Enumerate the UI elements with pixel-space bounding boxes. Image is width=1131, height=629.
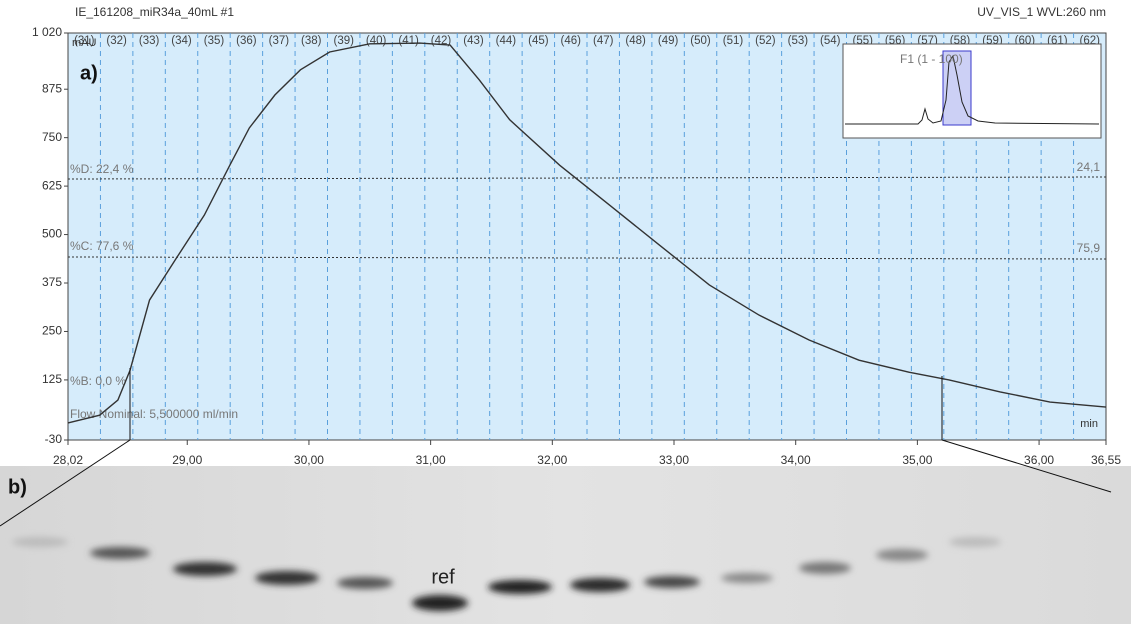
fraction-label: (53) (788, 35, 809, 47)
fraction-label: (51) (723, 35, 744, 47)
panel-label: b) (8, 476, 27, 498)
y-unit: mAU (72, 37, 97, 49)
inset: F1 (1 - 100) (843, 44, 1101, 138)
x-unit: min (1080, 418, 1098, 430)
inset-label: F1 (1 - 100) (900, 52, 963, 66)
fraction-label: (46) (561, 35, 582, 47)
x-tick-label: 30,00 (294, 453, 324, 467)
fraction-label: (49) (658, 35, 679, 47)
fraction-label: (36) (236, 35, 257, 47)
fraction-label: (35) (204, 35, 225, 47)
fraction-label: (47) (593, 35, 614, 47)
fraction-label: (54) (820, 35, 841, 47)
y-tick-label: 125 (42, 372, 62, 386)
fraction-label: (32) (106, 35, 127, 47)
header-title: IE_161208_miR34a_40mL #1 (75, 5, 234, 19)
x-tick-label: 36,00 (1024, 453, 1054, 467)
fraction-label: (50) (690, 35, 711, 47)
fraction-label: (37) (269, 35, 290, 47)
x-tick-label: 34,00 (781, 453, 811, 467)
fraction-label: (33) (139, 35, 160, 47)
x-tick-label: 36,55 (1091, 453, 1121, 467)
fraction-label: (39) (333, 35, 354, 47)
annotation: %D: 22,4 % (70, 162, 134, 176)
y-tick-label: 875 (42, 81, 62, 95)
fraction-label: (40) (366, 35, 387, 47)
y-tick-label: -30 (45, 432, 63, 446)
fraction-label: (45) (528, 35, 549, 47)
panel-label: a) (80, 62, 98, 84)
x-tick-label: 33,00 (659, 453, 689, 467)
fraction-label: (44) (496, 35, 517, 47)
y-tick-label: 625 (42, 178, 62, 192)
gel-ref-label: ref (431, 566, 455, 588)
fraction-label: (41) (398, 35, 419, 47)
fraction-label: (38) (301, 35, 322, 47)
x-tick-label: 29,00 (172, 453, 202, 467)
y-tick-label: 1 020 (32, 25, 62, 39)
annotation: Flow Nominal: 5,500000 ml/min (70, 407, 238, 421)
fraction-label: (43) (463, 35, 484, 47)
annotation: 75,9 (1077, 241, 1101, 255)
fraction-label: (52) (755, 35, 776, 47)
fraction-label: (34) (171, 35, 192, 47)
fraction-label: (48) (625, 35, 646, 47)
x-tick-label: 35,00 (902, 453, 932, 467)
y-tick-label: 500 (42, 227, 62, 241)
detector-label: UV_VIS_1 WVL:260 nm (977, 5, 1106, 19)
x-tick-label: 32,00 (537, 453, 567, 467)
x-tick-label: 31,00 (416, 453, 446, 467)
y-tick-label: 375 (42, 275, 62, 289)
y-tick-label: 250 (42, 324, 62, 338)
annotation: 24,1 (1077, 160, 1101, 174)
annotation: %B: 0,0 % (70, 374, 126, 388)
x-tick-label: 28,02 (53, 453, 83, 467)
y-tick-label: 750 (42, 130, 62, 144)
annotation: %C: 77,6 % (70, 239, 134, 253)
figure: IE_161208_miR34a_40mL #1 UV_VIS_1 WVL:26… (0, 0, 1131, 624)
